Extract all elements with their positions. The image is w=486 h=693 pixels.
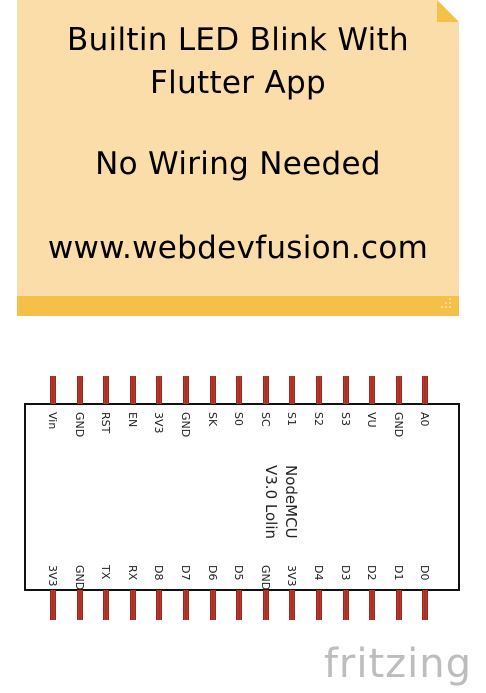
bottom-pin-3v3[interactable] bbox=[289, 590, 296, 620]
bottom-pin-d6[interactable] bbox=[209, 590, 216, 620]
fritzing-watermark: fritzing bbox=[323, 641, 472, 687]
chip-body bbox=[24, 403, 460, 591]
bottom-pin-label: D4 bbox=[312, 565, 325, 581]
sticky-note: Builtin LED Blink With Flutter App No Wi… bbox=[17, 0, 459, 316]
top-pin-en[interactable] bbox=[129, 376, 136, 404]
bottom-pin-label: D7 bbox=[179, 565, 192, 581]
top-pin-label: SK bbox=[205, 412, 219, 427]
top-pin-label: VU bbox=[365, 412, 379, 428]
top-pin-label: S3 bbox=[338, 412, 352, 426]
nodemcu-board: Vin GND RST EN 3V3 GND SK S0 SC S1 S2 S3 VU GND A0 3V3 G… bbox=[0, 370, 486, 630]
bottom-pin-d8[interactable] bbox=[156, 590, 163, 620]
bottom-pin-3v3[interactable] bbox=[50, 590, 56, 620]
bottom-pin-label: D3 bbox=[338, 565, 352, 581]
top-pin-gnd[interactable] bbox=[183, 376, 189, 404]
note-website: www.webdevfusion.com bbox=[47, 230, 429, 266]
top-pin-s1[interactable] bbox=[289, 376, 296, 404]
top-pin-label: Vin bbox=[46, 412, 59, 430]
top-pin-gnd[interactable] bbox=[395, 376, 402, 404]
note-title-line1: Builtin LED Blink With bbox=[67, 22, 409, 58]
top-pin-label: EN bbox=[125, 412, 139, 428]
bottom-pin-gnd[interactable] bbox=[76, 590, 83, 620]
note-title-line2: Flutter App bbox=[150, 65, 326, 101]
bottom-pin-d3[interactable] bbox=[342, 590, 349, 620]
board-name-line2: V3.0 Lolin bbox=[262, 465, 280, 539]
top-pin-vu[interactable] bbox=[369, 376, 376, 404]
resize-grip-icon[interactable] bbox=[441, 298, 455, 312]
bottom-pin-gnd[interactable] bbox=[262, 590, 269, 620]
bottom-pin-d0[interactable] bbox=[422, 590, 429, 620]
top-pin-label: S1 bbox=[285, 412, 299, 426]
top-pin-s2[interactable] bbox=[316, 376, 322, 404]
top-pin-rst[interactable] bbox=[103, 376, 110, 404]
bottom-pin-label: D8 bbox=[152, 565, 166, 581]
top-pin-3v3[interactable] bbox=[156, 376, 163, 404]
top-pin-label: 3V3 bbox=[152, 412, 166, 434]
top-pin-label: GND bbox=[72, 412, 86, 438]
top-pin-label: S2 bbox=[312, 412, 325, 426]
bottom-pin-d7[interactable] bbox=[183, 590, 189, 620]
bottom-pin-label: D2 bbox=[365, 565, 379, 581]
bottom-pin-d1[interactable] bbox=[395, 590, 402, 620]
bottom-pin-label: D1 bbox=[391, 565, 405, 581]
bottom-pin-label: 3V3 bbox=[285, 565, 299, 587]
top-pin-s0[interactable] bbox=[236, 376, 243, 404]
top-pin-label: SC bbox=[258, 412, 272, 427]
bottom-pin-label: RX bbox=[125, 565, 139, 581]
bottom-pin-rx[interactable] bbox=[129, 590, 136, 620]
bottom-pin-label: D6 bbox=[205, 565, 219, 581]
top-pin-sc[interactable] bbox=[262, 376, 269, 404]
sticky-note-shape bbox=[17, 0, 459, 316]
top-pin-label: RST bbox=[99, 412, 113, 434]
top-pin-gnd[interactable] bbox=[76, 376, 83, 404]
top-pin-label: A0 bbox=[418, 412, 432, 427]
top-pin-sk[interactable] bbox=[209, 376, 216, 404]
top-pin-label: S0 bbox=[232, 412, 246, 426]
bottom-pin-label: TX bbox=[99, 565, 113, 580]
board-name-line1: NodeMCU bbox=[282, 465, 300, 539]
bottom-pin-label: D0 bbox=[418, 565, 432, 581]
bottom-pin-d5[interactable] bbox=[236, 590, 243, 620]
note-subtitle: No Wiring Needed bbox=[95, 146, 381, 182]
top-pin-label: GND bbox=[179, 412, 192, 438]
bottom-pin-label: 3V3 bbox=[46, 565, 59, 587]
top-pin-label: GND bbox=[391, 412, 405, 438]
bottom-pin-d4[interactable] bbox=[316, 590, 322, 620]
bottom-pin-label: D5 bbox=[232, 565, 246, 581]
top-pin-vin[interactable] bbox=[50, 376, 56, 404]
bottom-pin-d2[interactable] bbox=[369, 590, 376, 620]
bottom-pin-label: GND bbox=[258, 565, 272, 591]
bottom-pin-label: GND bbox=[72, 565, 86, 591]
bottom-pin-tx[interactable] bbox=[103, 590, 110, 620]
top-pin-a0[interactable] bbox=[422, 376, 429, 404]
top-pin-s3[interactable] bbox=[342, 376, 349, 404]
